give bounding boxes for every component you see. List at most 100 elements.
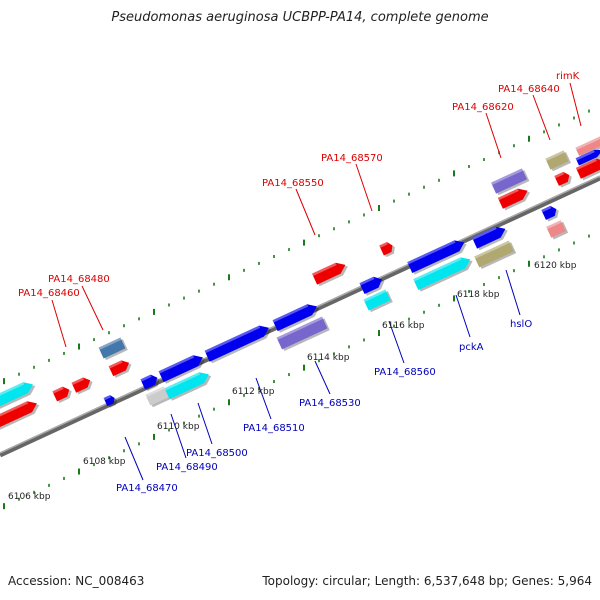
top-gene-label[interactable]: PA14_68550 [262,178,324,189]
gene-highlight [554,171,565,179]
bottom-gene-label[interactable]: PA14_68490 [156,462,218,473]
top-gene-label[interactable]: PA14_68640 [498,84,560,95]
position-label: 6112 kbp [232,387,275,397]
gene-body [546,220,566,238]
gene-body [312,262,346,285]
gene-highlight [98,337,122,350]
gene-body [413,257,471,291]
gene-highlight [140,374,152,382]
label-leader-line [255,377,272,420]
gene-feature[interactable] [98,337,128,361]
gene-body [145,386,169,406]
gene-highlight [575,158,597,171]
gene-feature[interactable] [575,146,600,168]
bottom-gene-label[interactable]: PA14_68510 [243,423,305,434]
bottom-gene-label[interactable]: PA14_68470 [116,483,178,494]
gene-highlight [312,262,337,276]
gene-feature[interactable] [0,378,38,411]
gene-body [545,150,569,170]
gene-feature[interactable] [554,169,574,188]
gene-feature[interactable] [276,316,330,352]
gene-feature[interactable] [204,322,274,364]
gene-feature[interactable] [164,368,214,401]
gene-feature[interactable] [363,289,393,313]
genes [0,136,600,430]
gene-highlight [204,325,261,354]
gene-feature[interactable] [71,375,95,395]
gene-body [164,372,209,400]
gene-body [497,188,528,209]
gene-highlight [541,205,552,213]
gene-feature[interactable] [379,240,397,258]
gene-highlight [359,276,375,286]
position-labels: 6106 kbp 6108 kbp 6110 kbp 6112 kbp 6114 kbp… [8,261,577,502]
bottom-gene-label[interactable]: PA14_68530 [299,398,361,409]
gene-feature[interactable] [546,220,569,241]
top-gene-label[interactable]: PA14_68460 [18,288,80,299]
bottom-gene-label[interactable]: hslO [510,319,532,330]
gene-body [98,337,126,359]
position-label: 6110 kbp [157,422,200,432]
top-gene-label[interactable]: PA14_68480 [48,274,110,285]
label-leader-line [295,188,316,236]
label-leader-line [505,269,521,316]
topology-text: Topology: circular; Length: 6,537,648 bp… [262,574,592,588]
gene-highlight [546,220,562,230]
gene-feature[interactable] [52,384,74,404]
gene-highlight [0,401,29,420]
gene-feature[interactable] [541,203,561,222]
top-gene-label[interactable]: PA14_68570 [321,153,383,164]
bottom-gene-label[interactable]: PA14_68560 [374,367,436,378]
gene-feature[interactable] [272,300,322,333]
gene-feature[interactable] [407,236,469,275]
bottom-gene-labels: PA14_68470 PA14_68490 PA14_68500 PA14_68510… [116,319,532,494]
gene-body [363,289,391,311]
label-leader-line [170,413,187,459]
gene-highlight [472,226,497,240]
gene-highlight [575,136,600,151]
gene-feature[interactable] [0,397,42,430]
gene-highlight [497,188,519,201]
gene-body [71,377,91,393]
gene-feature[interactable] [359,273,386,296]
gene-feature[interactable] [472,223,510,251]
gene-feature[interactable] [140,372,162,392]
gene-feature[interactable] [491,168,530,196]
position-label: 6116 kbp [382,321,425,331]
gene-highlight [272,304,309,323]
gene-feature[interactable] [413,253,475,292]
gene-highlight [363,289,387,302]
gene-feature[interactable] [575,155,600,181]
label-leader-line [197,402,213,445]
gene-body [474,240,514,268]
gene-feature[interactable] [545,150,572,172]
gene-feature[interactable] [103,393,119,408]
gene-highlight [164,372,201,391]
gene-highlight [413,257,462,282]
gene-body [575,158,600,179]
gene-body [108,360,130,377]
gene-highlight [103,395,111,401]
gene-highlight [71,377,85,386]
gene-feature[interactable] [145,386,172,408]
top-gene-label[interactable]: PA14_68620 [452,102,514,113]
gene-feature[interactable] [312,259,350,287]
gene-highlight [145,386,165,398]
gene-feature[interactable] [497,185,533,211]
gene-highlight [158,355,195,374]
top-gene-label[interactable]: rimK [556,71,580,82]
gene-feature[interactable] [108,357,134,378]
label-leader-line [355,163,373,212]
position-label: 6118 kbp [457,290,500,300]
position-label: 6106 kbp [8,492,51,502]
bottom-gene-label[interactable]: PA14_68500 [186,448,248,459]
gene-body [158,355,203,383]
gene-feature[interactable] [474,240,517,270]
bottom-gene-label[interactable]: pckA [459,342,484,353]
gene-feature[interactable] [158,351,208,384]
accession-text: Accession: NC_008463 [8,574,145,588]
gene-highlight [491,168,523,185]
gene-highlight [0,382,25,401]
label-leader-line [51,299,67,348]
